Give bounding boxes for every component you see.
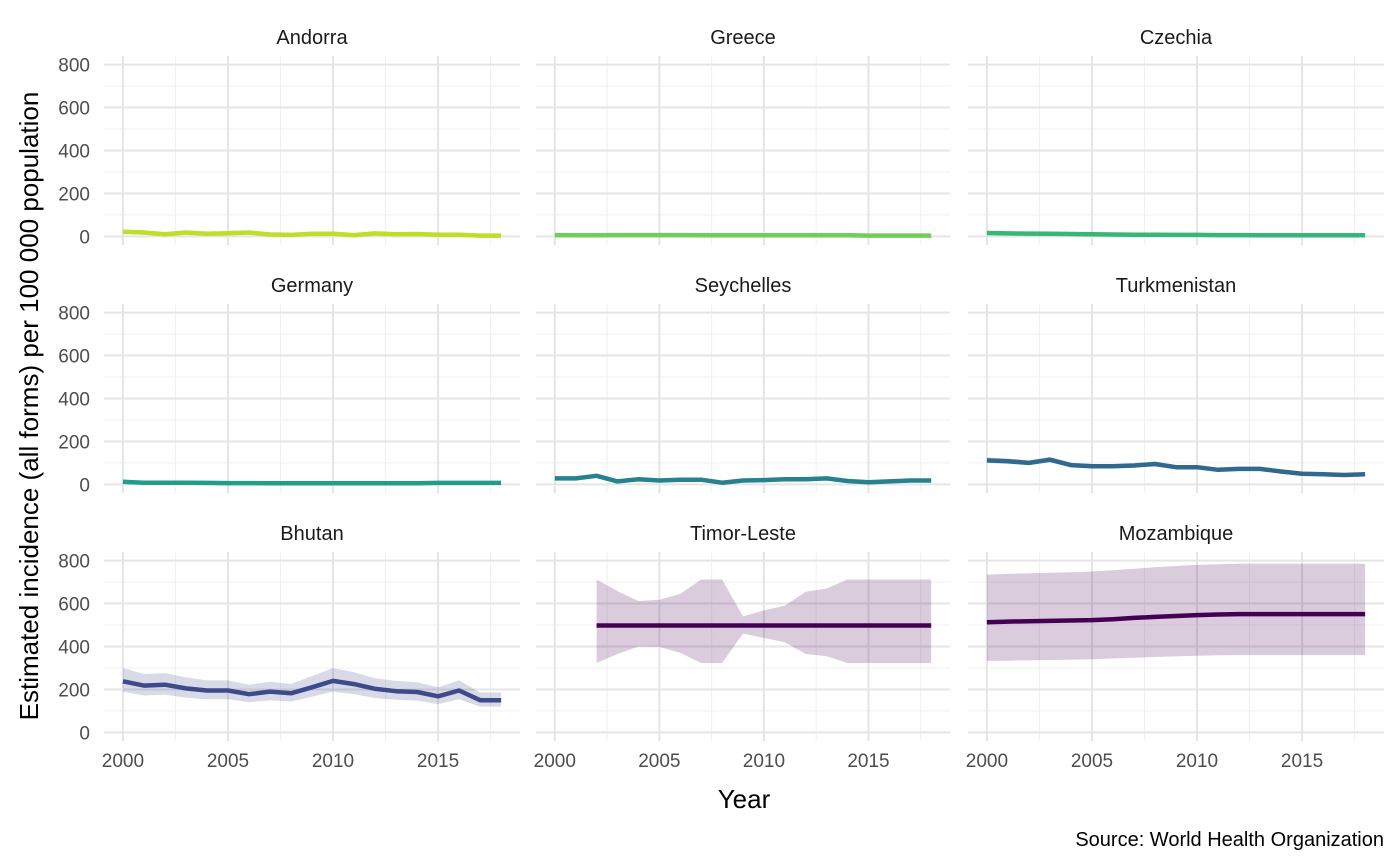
panel-mozambique: Mozambique 2000 2005 2010 2015 — [966, 523, 1384, 772]
y-tick-label: 600 — [58, 99, 90, 120]
x-tick-label: 2005 — [207, 751, 249, 772]
x-tick-label: 2000 — [966, 751, 1008, 772]
panel-title: Bhutan — [280, 523, 343, 545]
series-line — [986, 457, 1366, 478]
series-line — [122, 229, 502, 238]
confidence-ribbon — [986, 563, 1366, 661]
panel-czechia: Czechia — [968, 27, 1384, 245]
panel-title: Greece — [710, 27, 776, 49]
x-tick-label: 2010 — [312, 751, 354, 772]
panel-bhutan: Bhutan 0 200 400 600 800 2000 2005 2010 2015 — [58, 523, 520, 772]
y-tick-label: 400 — [58, 638, 90, 659]
panel-turkmenistan: Turkmenistan — [968, 275, 1384, 493]
x-tick-label: 2000 — [102, 751, 144, 772]
panel-timor-leste: Timor-Leste 2000 2005 2010 2015 — [534, 523, 950, 772]
series-line — [122, 678, 502, 703]
y-tick-label: 800 — [58, 56, 90, 77]
x-tick-label: 2010 — [1176, 751, 1218, 772]
y-tick-label: 400 — [58, 390, 90, 411]
series-line — [554, 232, 932, 238]
y-tick-label: 200 — [58, 432, 90, 453]
series-line — [986, 611, 1366, 625]
y-tick-label: 600 — [58, 595, 90, 616]
panel-seychelles: Seychelles — [536, 275, 950, 493]
panel-title: Turkmenistan — [1116, 275, 1236, 297]
panel-germany: Germany 0 200 400 600 800 — [58, 275, 520, 496]
panel-title: Andorra — [276, 27, 348, 49]
y-axis-title: Estimated incidence (all forms) per 100 … — [14, 92, 44, 721]
y-tick-label: 200 — [58, 184, 90, 205]
x-tick-label: 2010 — [743, 751, 785, 772]
panel-title: Mozambique — [1119, 523, 1234, 545]
x-tick-label: 2005 — [1071, 751, 1113, 772]
y-tick-label: 200 — [58, 680, 90, 701]
x-tick-label: 2015 — [1281, 751, 1323, 772]
panel-greece: Greece — [536, 27, 950, 245]
y-tick-label: 800 — [58, 552, 90, 573]
series-line — [554, 473, 932, 485]
x-axis-title: Year — [718, 784, 771, 814]
panel-title: Seychelles — [695, 275, 792, 297]
y-tick-label: 0 — [79, 227, 90, 248]
source-caption: Source: World Health Organization — [1075, 829, 1384, 851]
series-line — [986, 230, 1366, 238]
x-tick-label: 2015 — [417, 751, 459, 772]
x-tick-label: 2015 — [847, 751, 889, 772]
panel-title: Czechia — [1140, 27, 1213, 49]
y-tick-label: 800 — [58, 304, 90, 325]
y-tick-label: 0 — [79, 723, 90, 744]
y-tick-label: 400 — [58, 142, 90, 163]
confidence-ribbon — [596, 579, 932, 663]
series-line — [122, 479, 502, 486]
facet-panels: Andorra 0 200 400 600 800 Greece Czechia Germany… — [58, 27, 1384, 772]
y-tick-label: 0 — [79, 475, 90, 496]
panel-title: Germany — [271, 275, 353, 297]
x-tick-label: 2000 — [534, 751, 576, 772]
x-tick-label: 2005 — [638, 751, 680, 772]
panel-title: Timor-Leste — [690, 523, 796, 545]
y-tick-label: 600 — [58, 347, 90, 368]
panel-andorra: Andorra 0 200 400 600 800 — [58, 27, 520, 248]
